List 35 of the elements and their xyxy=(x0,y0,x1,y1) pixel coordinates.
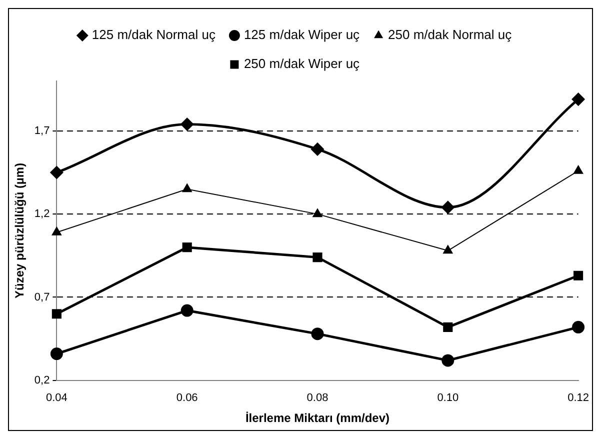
point xyxy=(573,165,584,174)
y-tick-label: 1,7 xyxy=(34,124,50,137)
point xyxy=(52,309,62,319)
point xyxy=(442,201,454,214)
point xyxy=(52,226,62,236)
y-tick-label: 0,2 xyxy=(34,374,50,386)
x-tick-label: 0.08 xyxy=(306,392,328,404)
point xyxy=(443,245,453,254)
legend-label: 250 m/dak Normal uç xyxy=(388,27,512,42)
y-tick-label: 0,7 xyxy=(34,291,50,304)
point xyxy=(572,320,585,334)
point xyxy=(180,304,194,317)
x-tick-label: 0.04 xyxy=(46,392,68,404)
x-tick-label: 0.12 xyxy=(568,392,590,404)
y-tick-label: 1,2 xyxy=(34,208,50,220)
x-axis-title: İlerleme Miktarı (mm/dev) xyxy=(245,411,390,426)
point xyxy=(442,354,454,367)
y-axis-title: Yüzey pürüzlülüğü (µm) xyxy=(12,162,27,298)
x-tick-label: 0.10 xyxy=(437,392,459,404)
point xyxy=(312,208,322,218)
point xyxy=(182,242,192,252)
point xyxy=(311,328,324,340)
point xyxy=(574,270,584,280)
point xyxy=(572,93,585,106)
point xyxy=(311,142,324,156)
point xyxy=(312,252,322,262)
point xyxy=(50,348,63,360)
point xyxy=(443,322,453,332)
point xyxy=(182,184,192,192)
legend-label: 250 m/dak Wiper uç xyxy=(244,56,360,72)
legend-label: 125 m/dak Normal uç xyxy=(92,27,216,42)
point xyxy=(50,166,63,179)
point xyxy=(180,118,194,130)
legend-label: 125 m/dak Wiper uç xyxy=(244,27,360,42)
x-tick-label: 0.06 xyxy=(176,392,198,404)
